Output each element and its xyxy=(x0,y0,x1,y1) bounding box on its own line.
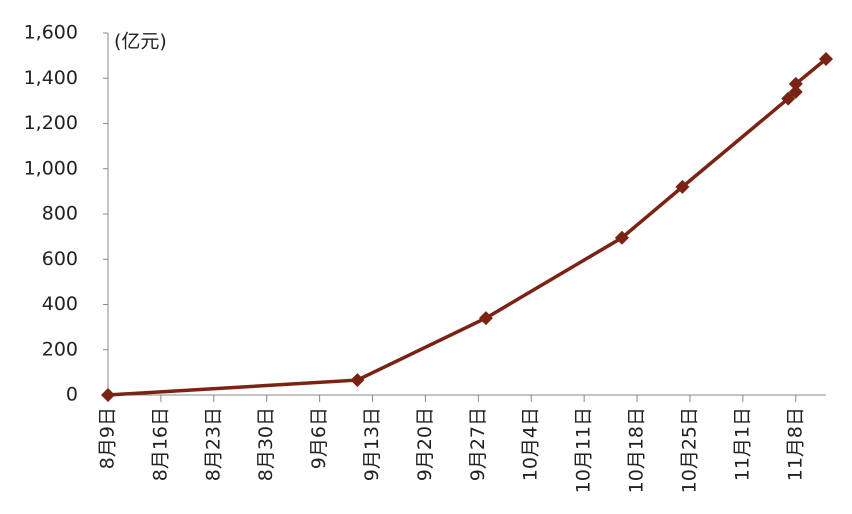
y-tick-label: 200 xyxy=(42,338,78,360)
x-tick-label: 8月9日 xyxy=(97,407,119,469)
y-tick-label: 1,200 xyxy=(24,112,78,134)
y-tick-label: 1,600 xyxy=(24,22,78,44)
y-tick-label: 400 xyxy=(42,293,78,315)
y-tick-label: 800 xyxy=(42,203,78,225)
marker xyxy=(350,373,365,388)
x-tick-label: 9月6日 xyxy=(308,407,330,469)
marker xyxy=(478,311,493,326)
x-tick-label: 9月20日 xyxy=(414,407,436,481)
x-tick-label: 10月4日 xyxy=(520,407,542,481)
unit-label: (亿元) xyxy=(114,31,167,53)
x-tick-label: 8月16日 xyxy=(149,407,171,481)
y-tick-label: 1,400 xyxy=(24,67,78,89)
x-tick-label: 11月8日 xyxy=(784,407,806,481)
y-tick-label: 0 xyxy=(66,384,78,406)
x-tick-label: 9月27日 xyxy=(467,407,489,481)
x-tick-label: 11月1日 xyxy=(731,407,753,481)
marker xyxy=(788,76,803,91)
x-tick-label: 9月13日 xyxy=(361,407,383,481)
marker xyxy=(819,52,833,67)
marker xyxy=(614,230,629,245)
marker xyxy=(101,388,115,402)
x-tick-label: 10月11日 xyxy=(573,407,595,493)
y-tick-label: 1,000 xyxy=(24,157,78,179)
x-tick-label: 10月18日 xyxy=(626,407,648,493)
x-tick-label: 10月25日 xyxy=(678,407,700,493)
y-tick-label: 600 xyxy=(42,248,78,270)
x-tick-label: 8月30日 xyxy=(255,407,277,481)
marker xyxy=(788,84,803,99)
line xyxy=(107,57,828,397)
x-tick-label: 8月23日 xyxy=(202,407,224,481)
marker xyxy=(675,179,690,194)
marker xyxy=(781,91,796,106)
